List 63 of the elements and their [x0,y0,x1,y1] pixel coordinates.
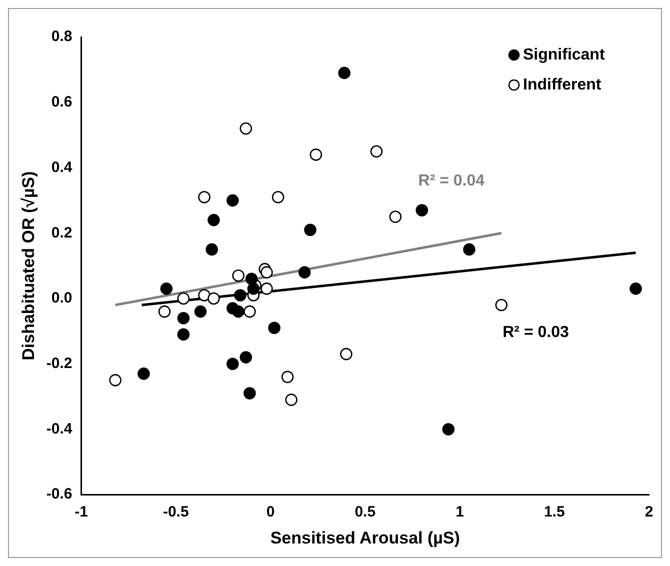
point [244,387,256,400]
legend-label: Significant [523,46,606,64]
annotation: R² = 0.04 [418,172,485,190]
point [198,289,210,302]
point [370,145,383,158]
point [298,266,311,278]
point [226,194,239,207]
annotation: R² = 0.03 [502,324,569,342]
point [206,243,218,256]
point [177,312,190,324]
x-tick-label: 0.5 [354,504,376,521]
point [194,305,207,318]
x-tick-label: 0 [266,504,275,521]
y-tick-label: 0.2 [51,224,72,242]
point [260,282,273,295]
point [177,328,190,341]
x-axis-title: Sensitised Arousal (µS) [270,528,460,548]
x-tick-label: -0.5 [162,504,189,521]
point [208,292,220,305]
point [232,269,244,282]
legend-label: Indifferent [523,76,602,94]
y-axis-title: Dishabituated OR (√µS) [18,171,38,360]
point [109,374,122,386]
y-tick-label: 0.8 [51,28,72,46]
y-tick-label: -0.2 [46,355,72,372]
y-tick-label: 0.4 [51,158,73,176]
y-tick-label: 0.0 [51,290,72,307]
point [310,148,322,161]
point [226,358,239,370]
point [247,282,260,295]
point [138,368,150,380]
point [463,243,476,256]
y-tick-label: -0.4 [46,420,73,438]
point [281,370,294,384]
point [177,292,190,305]
point [268,322,280,334]
point [208,214,220,226]
point [442,423,455,436]
point [389,210,402,223]
point [495,298,508,312]
x-tick-label: -1 [74,504,88,521]
point [245,272,258,286]
point [340,348,352,360]
point [240,351,252,364]
y-tick-label: -0.6 [46,486,72,503]
point [244,305,256,318]
point [234,289,246,302]
point [158,305,171,318]
point [160,282,173,295]
point [416,204,428,216]
x-tick-label: 2 [644,504,654,521]
point [240,122,252,135]
point [272,191,284,204]
x-tick-label: 1 [456,504,464,521]
point [260,266,273,278]
point [630,282,642,295]
point [338,66,350,80]
point [198,191,210,204]
y-tick-label: 0.6 [51,94,72,111]
point [285,394,298,406]
point [232,305,244,318]
point [304,224,316,236]
x-tick-label: 1.5 [544,504,565,521]
